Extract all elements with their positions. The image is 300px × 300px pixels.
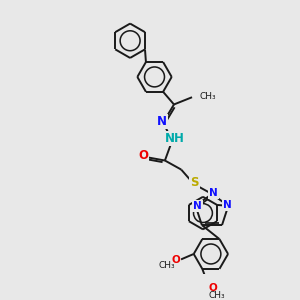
- Text: O: O: [171, 255, 180, 265]
- Text: O: O: [138, 149, 148, 163]
- Text: O: O: [209, 283, 218, 293]
- Text: N: N: [223, 200, 232, 210]
- Text: N: N: [157, 115, 167, 128]
- Text: CH₃: CH₃: [158, 261, 175, 270]
- Text: NH: NH: [165, 132, 185, 145]
- Text: CH₃: CH₃: [208, 292, 225, 300]
- Text: N: N: [157, 115, 167, 128]
- Text: N: N: [193, 201, 202, 211]
- Text: CH₃: CH₃: [199, 92, 216, 101]
- Text: S: S: [190, 176, 199, 189]
- Text: N: N: [209, 188, 218, 198]
